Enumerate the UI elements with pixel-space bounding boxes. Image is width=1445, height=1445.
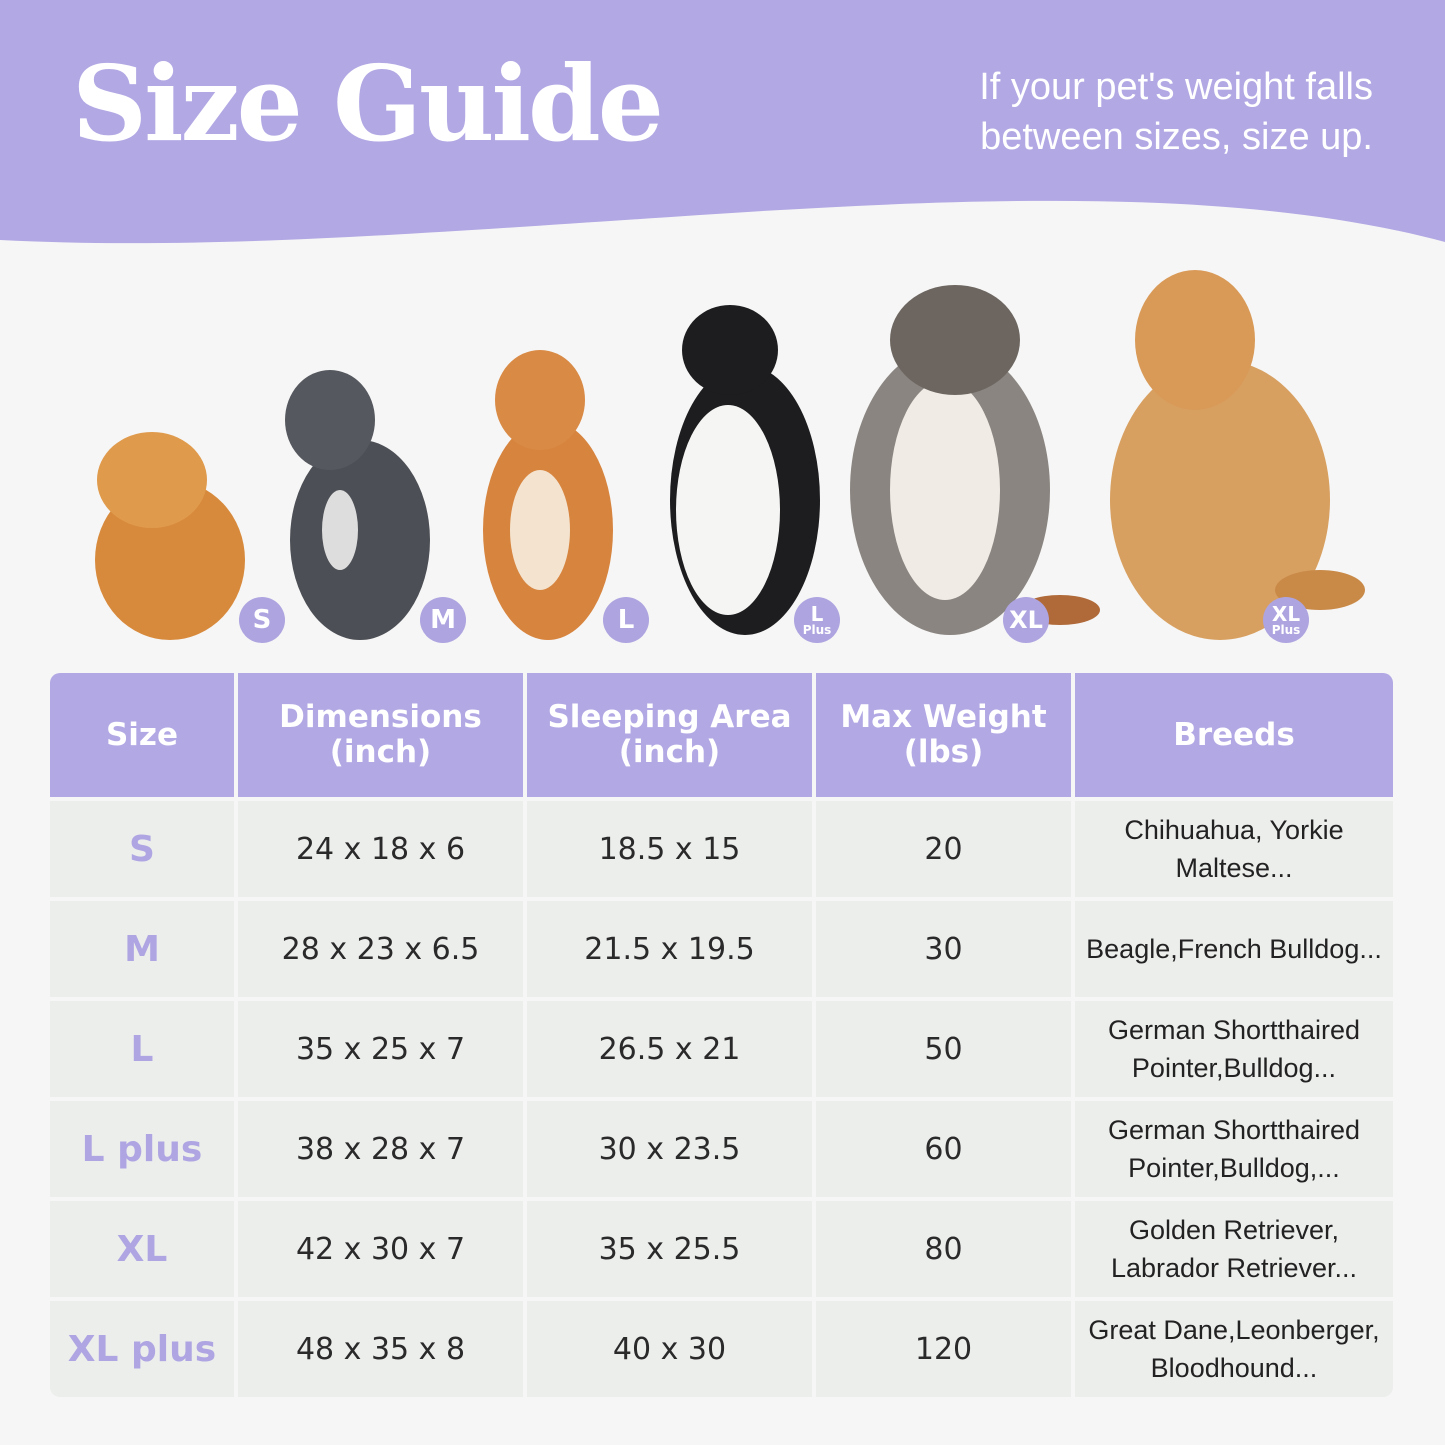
cell-sleeping-area: 18.5 x 15	[527, 801, 812, 897]
cell-sleeping-area: 35 x 25.5	[527, 1201, 812, 1297]
cell-max-weight: 80	[816, 1201, 1071, 1297]
cell-max-weight: 30	[816, 901, 1071, 997]
cell-size: XL	[50, 1201, 234, 1297]
header-breeds: Breeds	[1075, 673, 1393, 797]
wave-background	[0, 0, 1445, 244]
dog-image-shiba-inu	[483, 350, 613, 640]
size-badge-m: M	[420, 597, 466, 643]
dog-image-french-bulldog	[285, 370, 430, 640]
header-max-weight: Max Weight (lbs)	[816, 673, 1071, 797]
cell-dimensions: 38 x 28 x 7	[238, 1101, 523, 1197]
cell-breeds: Great Dane,Leonberger, Bloodhound...	[1075, 1301, 1393, 1397]
size-badge-xl: XL	[1003, 597, 1049, 643]
size-badge-s: S	[239, 597, 285, 643]
cell-dimensions: 48 x 35 x 8	[238, 1301, 523, 1397]
header-sleeping-area: Sleeping Area (inch)	[527, 673, 812, 797]
cell-breeds: Golden Retriever, Labrador Retriever...	[1075, 1201, 1393, 1297]
cell-breeds: Beagle,French Bulldog...	[1075, 901, 1393, 997]
cell-size: L	[50, 1001, 234, 1097]
dog-image-border-collie	[670, 305, 820, 635]
dog-image-australian-shepherd	[850, 285, 1100, 635]
cell-dimensions: 35 x 25 x 7	[238, 1001, 523, 1097]
size-badge-xl-plus: XL Plus	[1263, 597, 1309, 643]
header-size: Size	[50, 673, 234, 797]
dog-lineup: S M L L Plus XL XL Plus	[0, 260, 1445, 660]
sizing-tip: If your pet's weight falls between sizes…	[979, 66, 1373, 158]
cell-max-weight: 120	[816, 1301, 1071, 1397]
cell-max-weight: 20	[816, 801, 1071, 897]
cell-sleeping-area: 26.5 x 21	[527, 1001, 812, 1097]
cell-breeds: German Shortthaired Pointer,Bulldog...	[1075, 1001, 1393, 1097]
cell-breeds: Chihuahua, Yorkie Maltese...	[1075, 801, 1393, 897]
size-badge-l-plus: L Plus	[794, 597, 840, 643]
cell-dimensions: 28 x 23 x 6.5	[238, 901, 523, 997]
dog-image-golden-retriever	[1110, 270, 1365, 640]
cell-max-weight: 60	[816, 1101, 1071, 1197]
cell-breeds: German Shortthaired Pointer,Bulldog,...	[1075, 1101, 1393, 1197]
header-banner: Size Guide If your pet's weight falls be…	[0, 0, 1445, 260]
cell-size: XL plus	[50, 1301, 234, 1397]
cell-max-weight: 50	[816, 1001, 1071, 1097]
page-title: Size Guide	[72, 42, 664, 165]
cell-dimensions: 24 x 18 x 6	[238, 801, 523, 897]
cell-sleeping-area: 21.5 x 19.5	[527, 901, 812, 997]
cell-size: L plus	[50, 1101, 234, 1197]
size-badge-l: L	[603, 597, 649, 643]
cell-size: S	[50, 801, 234, 897]
cell-sleeping-area: 40 x 30	[527, 1301, 812, 1397]
cell-size: M	[50, 901, 234, 997]
dog-image-pomeranian	[95, 432, 245, 640]
cell-sleeping-area: 30 x 23.5	[527, 1101, 812, 1197]
cell-dimensions: 42 x 30 x 7	[238, 1201, 523, 1297]
size-table: Size Dimensions (inch) Sleeping Area (inch…	[50, 673, 1393, 1397]
header-dimensions: Dimensions (inch)	[238, 673, 523, 797]
